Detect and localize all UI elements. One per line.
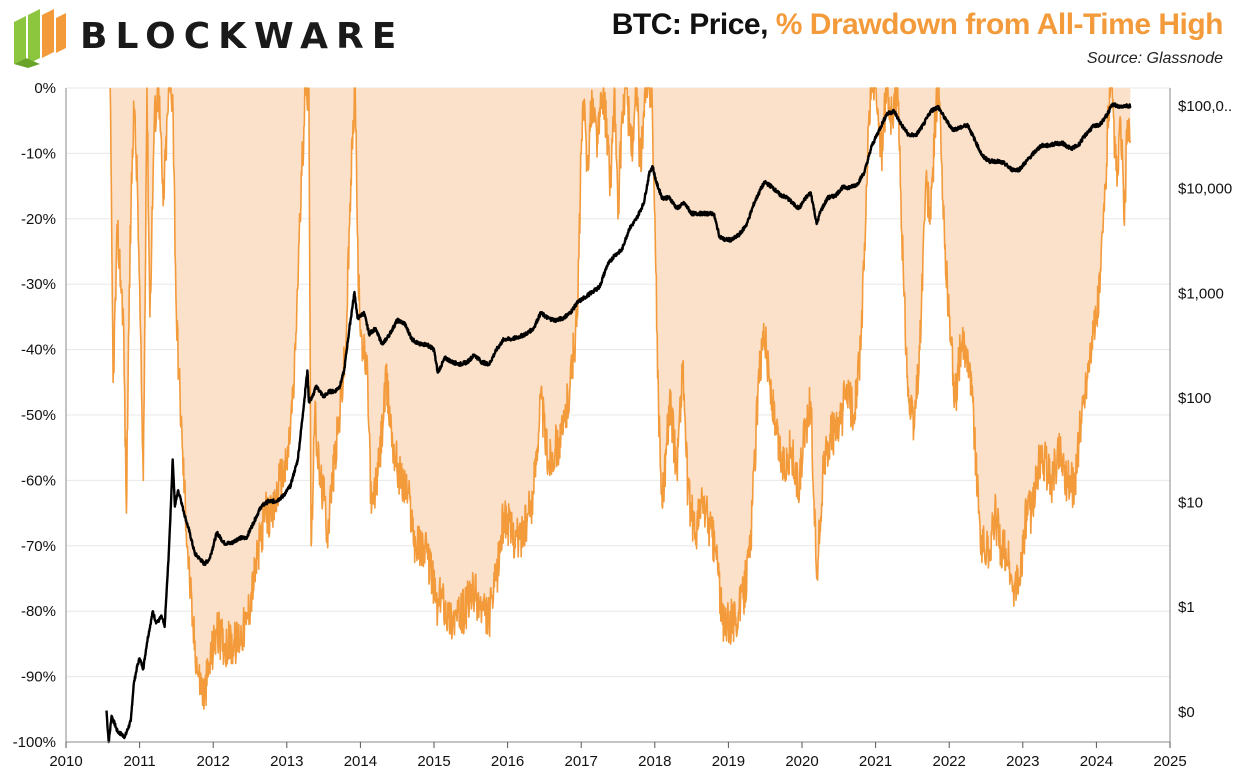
x-tick-label: 2022 xyxy=(933,753,966,770)
axes xyxy=(65,88,1171,743)
right-tick-label: $100,0.. xyxy=(1178,98,1232,115)
drawdown-area xyxy=(110,88,1131,709)
right-tick-label: $10,000 xyxy=(1178,181,1232,198)
x-tick-label: 2017 xyxy=(565,753,598,770)
right-tick-label: $1,000 xyxy=(1178,285,1224,302)
x-tick-label: 2025 xyxy=(1153,753,1186,770)
right-tick-label: $100 xyxy=(1178,390,1211,407)
x-tick-label: 2010 xyxy=(49,753,82,770)
drawdown-price-chart: 0% -10% -20% -30% -40% -50% -60% -70% -80% -90% -1… xyxy=(13,80,1233,770)
x-tick-label: 2024 xyxy=(1080,753,1113,770)
x-tick-label: 2019 xyxy=(712,753,745,770)
x-tick-label: 2020 xyxy=(785,753,818,770)
title-part-price: BTC: Price, xyxy=(611,8,776,41)
price-line xyxy=(105,102,1132,744)
brand-name: BLOCKWARE xyxy=(80,16,405,57)
x-tick-label: 2011 xyxy=(123,753,155,770)
chart-title: BTC: Price, % Drawdown from All-Time Hig… xyxy=(611,8,1224,42)
x-tick-label: 2013 xyxy=(270,753,303,770)
drawdown-line-layer xyxy=(109,87,1132,710)
blockware-logo-icon xyxy=(14,9,66,68)
left-tick-label: -30% xyxy=(21,276,56,293)
title-part-drawdown: % Drawdown from All-Time High xyxy=(775,8,1224,41)
right-tick-label: $1 xyxy=(1178,599,1195,616)
x-tick-label: 2018 xyxy=(638,753,671,770)
left-tick-label: 0% xyxy=(34,80,56,97)
right-tick-label: $10 xyxy=(1178,495,1203,512)
right-tick-label: $0 xyxy=(1178,704,1195,721)
left-tick-label: -70% xyxy=(21,538,56,555)
left-axis-ticks: 0% -10% -20% -30% -40% -50% -60% -70% -80% -90% -1… xyxy=(13,80,56,751)
x-tick-label: 2014 xyxy=(344,753,377,770)
left-tick-label: -20% xyxy=(21,211,56,228)
x-tick-label: 2016 xyxy=(491,753,524,770)
x-tick-label: 2023 xyxy=(1006,753,1039,770)
header: BLOCKWARE BTC: Price, % Drawdown from Al… xyxy=(0,0,1233,86)
left-tick-label: -50% xyxy=(21,407,56,424)
right-axis-ticks: $100,0.. $10,000 $1,000 $100 $10 $1 $0 xyxy=(1178,98,1232,721)
drawdown-area-layer xyxy=(110,88,1131,709)
left-tick-label: -90% xyxy=(21,669,56,686)
left-tick-label: -100% xyxy=(13,734,56,751)
drawdown-line xyxy=(109,87,1132,710)
left-tick-label: -60% xyxy=(21,472,56,489)
left-tick-label: -40% xyxy=(21,342,56,359)
x-axis-ticks: 2010 2011 2012 2013 2014 2015 2016 2017 2018 2019… xyxy=(49,742,1187,770)
left-tick-label: -80% xyxy=(21,603,56,620)
x-tick-label: 2012 xyxy=(197,753,230,770)
left-tick-label: -10% xyxy=(21,145,56,162)
x-tick-label: 2021 xyxy=(859,753,892,770)
x-tick-label: 2015 xyxy=(417,753,450,770)
price-line-layer xyxy=(105,102,1132,744)
chart-source: Source: Glassnode xyxy=(1086,50,1223,67)
